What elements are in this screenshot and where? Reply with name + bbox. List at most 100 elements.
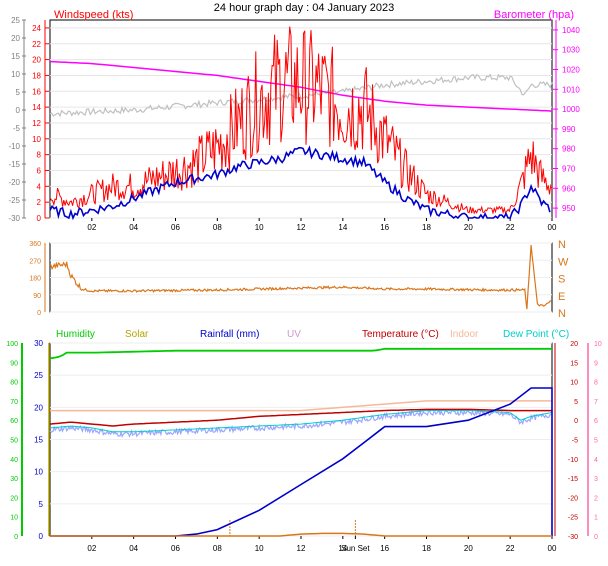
panel3-temp-tick-label: -15 bbox=[568, 476, 578, 483]
panel1-x-tick-label: 22 bbox=[506, 223, 515, 232]
panel1-wind-tick-label: 16 bbox=[32, 87, 41, 96]
panel1-frame bbox=[49, 19, 553, 219]
panel1-outer-tick-label: 20 bbox=[11, 34, 20, 43]
panel3-uv-tick-label: 3 bbox=[594, 476, 598, 483]
panel1-baro-tick-label: 960 bbox=[562, 184, 576, 193]
panel3-humidity-series bbox=[49, 347, 552, 360]
panel3-uv-tick-label: 4 bbox=[594, 457, 598, 464]
panel3-solar-series bbox=[50, 532, 552, 537]
panel3-rain-tick-label: 15 bbox=[34, 436, 43, 445]
panel3-rain-tick-label: 0 bbox=[39, 532, 44, 541]
panel3-humidity-tick-label: 60 bbox=[10, 418, 18, 425]
panel3-humidity-tick-label: 40 bbox=[10, 457, 18, 464]
panel3-legend-item: Temperature (°C) bbox=[362, 329, 439, 340]
panel3-rain-tick-label: 25 bbox=[34, 371, 43, 380]
panel3-uv-tick-label: 0 bbox=[594, 534, 598, 541]
panel3-indoor-series bbox=[50, 400, 552, 412]
panel3-humidity-tick-label: 80 bbox=[10, 380, 18, 387]
panel1-x-tick-label: 16 bbox=[380, 223, 389, 232]
panel1-outer-tick-label: -5 bbox=[13, 124, 21, 133]
panel1-left-label: Windspeed (kts) bbox=[54, 9, 133, 21]
panel1-x-tick-label: 06 bbox=[171, 223, 180, 232]
panel3-uv-tick-label: 2 bbox=[594, 495, 598, 502]
panel1-wind-tick-label: 8 bbox=[37, 151, 42, 160]
panel3-temp-tick-label: 10 bbox=[570, 380, 578, 387]
panel3-legend-item: Indoor bbox=[450, 329, 479, 340]
panel3-rain-tick-label: 30 bbox=[34, 339, 43, 348]
panel1-outer-tick-label: -15 bbox=[8, 160, 20, 169]
panel3-x-tick-label: 20 bbox=[464, 544, 473, 553]
panel1-wind-tick-label: 4 bbox=[37, 182, 42, 191]
panel3-uv-tick-label: 6 bbox=[594, 418, 598, 425]
panel1-wind-tick-label: 10 bbox=[32, 135, 41, 144]
panel3-humidity-tick-label: 0 bbox=[14, 534, 18, 541]
panel3-x-tick-label: Sun Set bbox=[341, 544, 370, 553]
panel3-uv-tick-label: 1 bbox=[594, 515, 598, 522]
panel1-x-tick-label: 20 bbox=[464, 223, 473, 232]
panel2-tick-label: 90 bbox=[33, 293, 41, 300]
panel1-baro-tick-label: 1000 bbox=[562, 105, 580, 114]
panel3-x-tick-label: 12 bbox=[297, 544, 306, 553]
panel3-temp-tick-label: 15 bbox=[570, 360, 578, 367]
panel3-legend-item: Humidity bbox=[56, 329, 95, 340]
panel1-baro-tick-label: 1020 bbox=[562, 66, 580, 75]
panel3-x-tick-label: 06 bbox=[171, 544, 180, 553]
panel1-x-tick-label: 08 bbox=[213, 223, 222, 232]
panel3-dewpoint-series bbox=[49, 410, 553, 433]
panel1-x-tick-label: 00 bbox=[548, 223, 557, 232]
panel3-uv-tick-label: 9 bbox=[594, 360, 598, 367]
panel3-temp-tick-label: 20 bbox=[570, 341, 578, 348]
panel3-rain-tick-label: 20 bbox=[34, 403, 43, 412]
panel3-temp-tick-label: -25 bbox=[568, 515, 578, 522]
panel2-compass-label: N bbox=[558, 308, 566, 320]
panel1-outer-tick-label: 5 bbox=[16, 88, 21, 97]
panel3-x-tick-label: 02 bbox=[87, 544, 96, 553]
panel3-humidity-tick-label: 30 bbox=[10, 476, 18, 483]
panel2-compass-label: N bbox=[558, 239, 566, 251]
panel2-tick-label: 270 bbox=[29, 258, 41, 265]
panel1-wind-tick-label: 2 bbox=[37, 198, 42, 207]
panel2-compass-label: E bbox=[558, 291, 565, 303]
panel1-wind-tick-label: 18 bbox=[32, 71, 41, 80]
panel1-right-label: Barometer (hpa) bbox=[494, 9, 574, 21]
panel3-x-tick-label: 08 bbox=[213, 544, 222, 553]
panel2-compass-label: W bbox=[558, 256, 569, 268]
panel3-legend-item: Dew Point (°C) bbox=[503, 329, 569, 340]
panel3-x-tick-label: 00 bbox=[548, 544, 557, 553]
panel3-x-tick-label: 14 bbox=[338, 544, 347, 553]
panel1-outer-tick-label: -20 bbox=[8, 178, 20, 187]
panel3-temp-tick-label: -20 bbox=[568, 495, 578, 502]
panel1-wind-tick-label: 22 bbox=[32, 40, 41, 49]
panel3-legend-item: Solar bbox=[125, 329, 149, 340]
panel3-humidity-tick-label: 90 bbox=[10, 360, 18, 367]
panel2-compass-label: S bbox=[558, 274, 565, 286]
panel1-outer-tick-label: -30 bbox=[8, 214, 20, 223]
panel3-uv-tick-label: 7 bbox=[594, 399, 598, 406]
panel1-windavg-series bbox=[49, 145, 551, 221]
panel3-temperature-series bbox=[49, 408, 552, 427]
panel1-x-tick-label: 10 bbox=[255, 223, 264, 232]
panel1-wind-tick-label: 0 bbox=[37, 214, 42, 223]
panel3-rain-tick-label: 5 bbox=[39, 500, 44, 509]
panel3-temp-tick-label: -30 bbox=[568, 534, 578, 541]
panel3-humidity-tick-label: 70 bbox=[10, 399, 18, 406]
panel3-temp-tick-label: -5 bbox=[572, 438, 578, 445]
panel1-wind-tick-label: 20 bbox=[32, 56, 41, 65]
panel1-baro-tick-label: 990 bbox=[562, 125, 576, 134]
panel1-wind-tick-label: 6 bbox=[37, 166, 42, 175]
panel1-x-tick-label: 18 bbox=[422, 223, 431, 232]
panel1-wind-tick-label: 24 bbox=[32, 24, 41, 33]
panel1-outer-tick-label: -25 bbox=[8, 196, 20, 205]
panel3-x-tick-label: 22 bbox=[506, 544, 515, 553]
panel1-baro-tick-label: 950 bbox=[562, 204, 576, 213]
panel3-x-tick-label: 04 bbox=[129, 544, 138, 553]
panel1-baro-tick-label: 1030 bbox=[562, 46, 580, 55]
panel3-x-tick-label: 18 bbox=[422, 544, 431, 553]
panel3-uv-tick-label: 8 bbox=[594, 380, 598, 387]
panel1-baro-tick-label: 1040 bbox=[562, 26, 580, 35]
panel3-humidity-tick-label: 50 bbox=[10, 438, 18, 445]
panel3-rainfall-series bbox=[50, 387, 553, 537]
panel1-outer-tick-label: 15 bbox=[11, 52, 20, 61]
panel1-outer-tick-label: 10 bbox=[11, 70, 20, 79]
